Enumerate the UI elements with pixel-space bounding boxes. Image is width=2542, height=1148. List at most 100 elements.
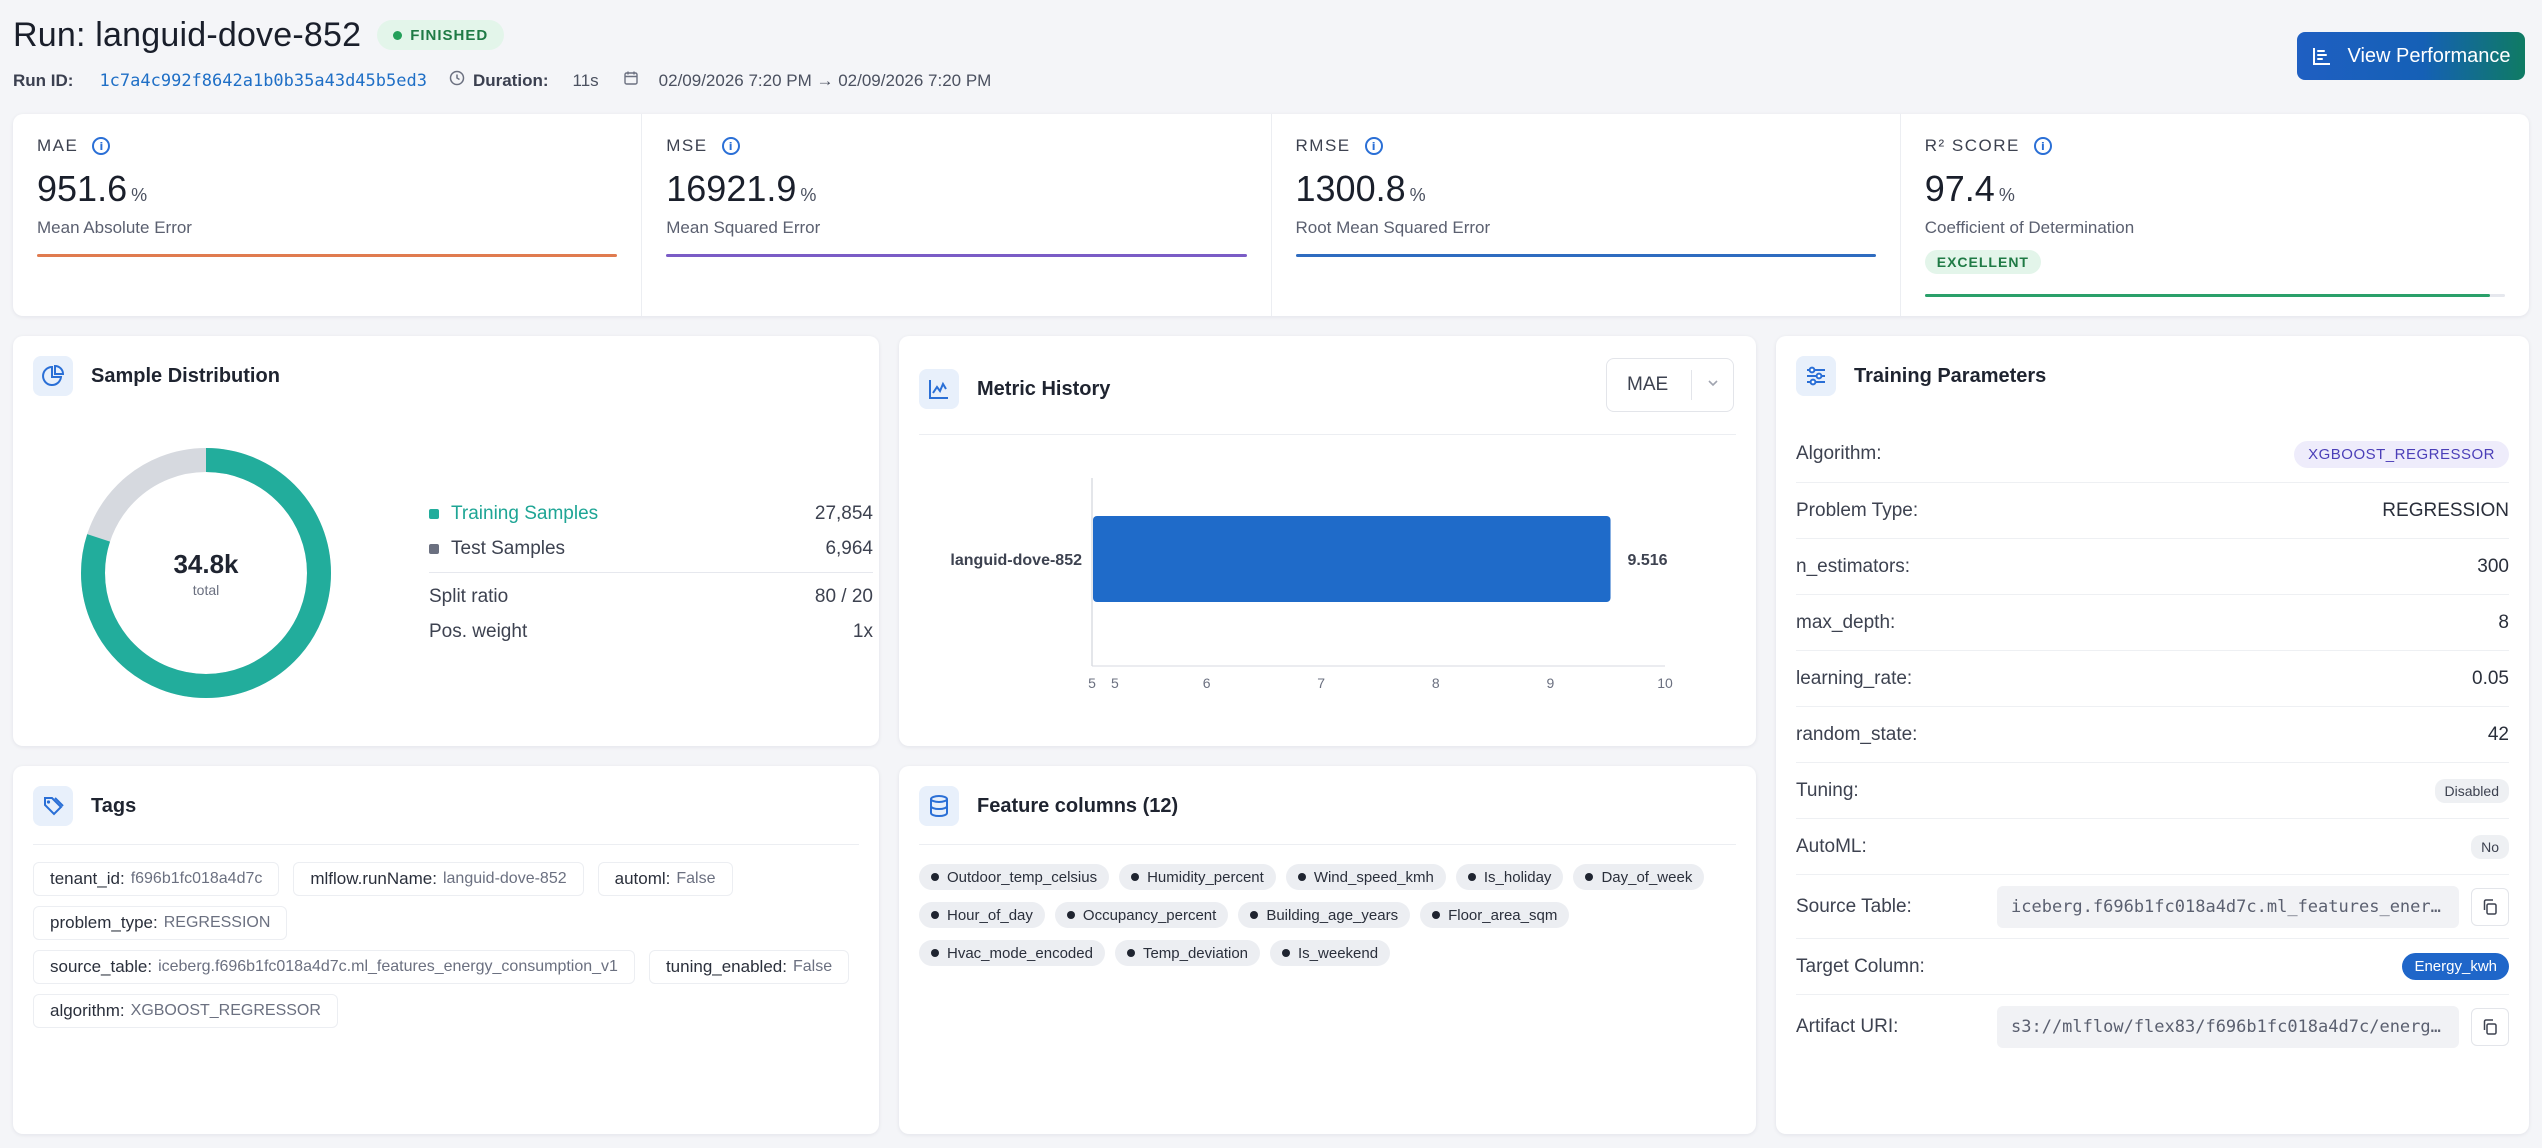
artifact-uri-field[interactable]: s3://mlflow/flex83/f696b1fc018a4d7c/ener…	[1997, 1005, 2459, 1048]
feature-name: Temp_deviation	[1142, 944, 1249, 962]
duration-label: Duration:	[472, 70, 549, 90]
param-source-table: Source Table: iceberg.f696b1fc018a4d7c.m…	[1796, 874, 2509, 938]
training-value: 27,854	[814, 502, 873, 524]
param-value: 0.05	[2472, 667, 2509, 689]
param-problem-type: Problem Type: REGRESSION	[1796, 482, 2509, 538]
feature-chip: Floor_area_sqm	[1420, 902, 1570, 928]
card-title: Metric History	[977, 377, 1111, 400]
dot-icon	[931, 873, 939, 881]
donut-center: 34.8k total	[73, 440, 339, 706]
status-badge: FINISHED	[377, 20, 505, 50]
pos-weight-row: Pos. weight 1x	[429, 614, 873, 649]
metric-underline	[666, 254, 1247, 257]
split-ratio-row: Split ratio 80 / 20	[429, 579, 873, 614]
dot-icon	[1585, 873, 1594, 881]
param-random-state: random_state: 42	[1796, 706, 2509, 762]
feature-chip: Occupancy_percent	[1054, 902, 1229, 928]
algorithm-chip: XGBOOST_REGRESSOR	[2294, 440, 2509, 468]
bar-value-label: 9.516	[1628, 552, 1668, 569]
feature-name: Day_of_week	[1601, 868, 1693, 886]
excellent-badge: EXCELLENT	[1924, 250, 2041, 274]
dot-icon	[931, 949, 939, 957]
copy-source-table-button[interactable]	[2471, 887, 2509, 926]
feature-name: Floor_area_sqm	[1448, 906, 1558, 924]
dot-icon	[1126, 949, 1135, 957]
divider	[919, 434, 1736, 435]
training-label: Training Samples	[451, 502, 599, 524]
card-title: Training Parameters	[1854, 364, 2047, 387]
metric-value: 16921.9	[666, 168, 797, 209]
metric-description: Mean Squared Error	[666, 218, 821, 237]
param-learning-rate: learning_rate: 0.05	[1796, 650, 2509, 706]
info-icon[interactable]: i	[2033, 137, 2052, 155]
info-icon[interactable]: i	[721, 137, 740, 155]
page-title: Run: languid-dove-852	[13, 15, 362, 54]
param-automl: AutoML: No	[1796, 818, 2509, 874]
source-table-field[interactable]: iceberg.f696b1fc018a4d7c.ml_features_ene…	[1997, 885, 2459, 928]
r2-progress-fill	[1924, 294, 2490, 297]
info-icon[interactable]: i	[92, 137, 111, 155]
sliders-icon	[1796, 356, 1836, 396]
metric-select[interactable]: MAE	[1606, 358, 1734, 412]
total-label: total	[192, 581, 220, 598]
x-tick-label: 5	[1088, 675, 1096, 691]
tag-item: algorithm: XGBOOST_REGRESSOR	[33, 994, 338, 1028]
run-meta: Run ID: 1c7a4c992f8642a1b0b35a43d45b5ed3…	[13, 70, 2529, 91]
tag-key: mlflow.runName:	[310, 869, 437, 888]
param-label: Artifact URI:	[1796, 1015, 1899, 1037]
param-label: AutoML:	[1796, 835, 1867, 857]
param-target-column: Target Column: Energy_kwh	[1796, 938, 2509, 994]
run-id-value[interactable]: 1c7a4c992f8642a1b0b35a43d45b5ed3	[99, 70, 427, 91]
select-divider	[1691, 370, 1692, 400]
param-label: max_depth:	[1796, 611, 1896, 633]
sample-legend: Training Samples 27,854 Test Samples 6,9…	[429, 496, 873, 649]
parameters-list: Algorithm: XGBOOST_REGRESSOR Problem Typ…	[1796, 426, 2509, 1058]
feature-chip: Day_of_week	[1573, 864, 1705, 890]
training-parameters-card: Training Parameters Algorithm: XGBOOST_R…	[1776, 336, 2529, 1134]
tag-key: source_table:	[50, 957, 153, 976]
feature-chip: Building_age_years	[1238, 902, 1411, 928]
dot-icon	[931, 911, 939, 919]
chevron-down-icon[interactable]	[1692, 376, 1733, 395]
tag-key: problem_type:	[50, 913, 158, 932]
param-label: Problem Type:	[1796, 499, 1919, 521]
pos-value: 1x	[852, 620, 873, 642]
x-tick-label: 9	[1547, 675, 1555, 691]
tag-icon	[33, 786, 73, 826]
calendar-icon	[623, 70, 639, 91]
feature-chip: Hvac_mode_encoded	[919, 940, 1105, 966]
metric-mse: MSE i 16921.9% Mean Squared Error	[642, 114, 1272, 316]
divider	[919, 844, 1736, 845]
chart-icon	[2313, 48, 2331, 65]
x-tick-label: 6	[1203, 675, 1211, 691]
view-performance-button[interactable]: View Performance	[2297, 32, 2525, 80]
param-label: Algorithm:	[1796, 443, 1882, 464]
tag-key: algorithm:	[50, 1001, 125, 1020]
tag-item: automl: False	[597, 862, 733, 896]
feature-name: Is_holiday	[1483, 868, 1552, 886]
copy-artifact-uri-button[interactable]	[2471, 1007, 2509, 1046]
info-icon[interactable]: i	[1364, 137, 1383, 155]
metric-underline	[37, 254, 618, 257]
feature-name: Outdoor_temp_celsius	[947, 868, 1098, 886]
bar[interactable]	[1093, 516, 1611, 602]
metric-description: Coefficient of Determination	[1924, 218, 2135, 237]
metric-mae: MAE i 951.6% Mean Absolute Error	[13, 114, 643, 316]
run-id-label: Run ID:	[13, 70, 74, 90]
param-algorithm: Algorithm: XGBOOST_REGRESSOR	[1796, 426, 2509, 482]
tag-value: languid-dove-852	[442, 870, 567, 887]
param-value: 300	[2477, 555, 2509, 577]
metric-select-value: MAE	[1627, 374, 1669, 395]
test-value: 6,964	[825, 537, 873, 559]
param-max-depth: max_depth: 8	[1796, 594, 2509, 650]
feature-name: Hvac_mode_encoded	[947, 944, 1093, 962]
status-dot-icon	[393, 30, 403, 40]
test-label: Test Samples	[451, 537, 566, 559]
tag-key: automl:	[614, 869, 671, 888]
feature-name: Wind_speed_kmh	[1313, 868, 1434, 886]
metric-label: MAE	[37, 136, 79, 155]
x-tick-label: 10	[1657, 675, 1673, 691]
feature-chip: Is_weekend	[1270, 940, 1391, 966]
donut-training-segment	[81, 448, 331, 698]
tag-list: tenant_id: f696b1fc018a4d7c mlflow.runNam…	[33, 862, 859, 1028]
